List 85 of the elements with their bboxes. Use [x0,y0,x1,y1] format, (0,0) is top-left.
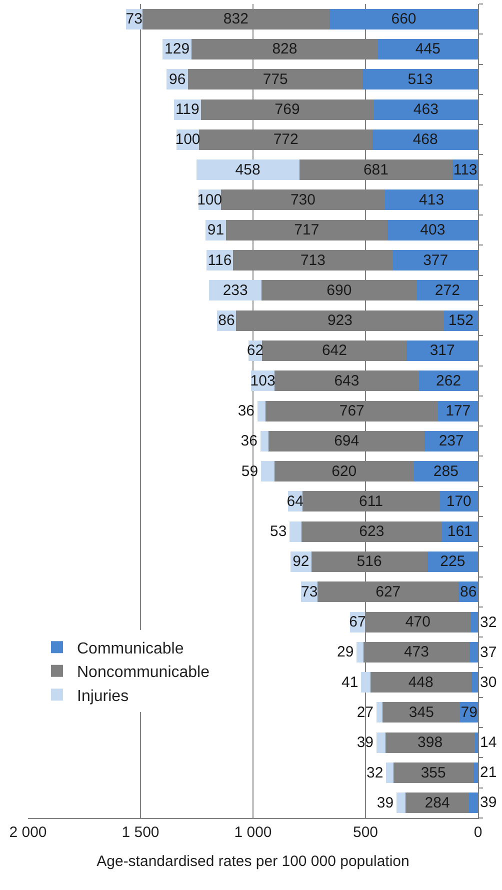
data-label: 713 [300,252,326,269]
data-label: 103 [250,372,276,390]
data-label: 161 [447,523,472,540]
data-label: 611 [359,492,383,510]
data-label: 73 [301,583,318,600]
data-label: 730 [290,191,316,208]
data-label: 513 [408,70,433,88]
x-tick-label: 1 500 [122,824,160,841]
data-label: 694 [334,432,360,450]
x-tick-label: 1 000 [234,824,272,841]
data-label: 690 [326,282,352,299]
data-label: 681 [363,161,388,178]
data-label: 284 [424,794,450,812]
data-label: 233 [222,282,248,299]
data-label: 377 [423,252,448,269]
data-label: 119 [175,101,200,118]
data-label: 67 [349,614,366,631]
data-label: 769 [274,101,300,118]
x-tick-label: 0 [474,824,482,841]
data-label: 14 [480,734,497,751]
data-label: 643 [334,372,360,390]
data-label: 767 [339,402,364,420]
legend-label: Injuries [77,688,129,705]
data-label: 92 [292,553,310,570]
x-tick-label: 500 [352,824,378,841]
data-label: 828 [272,40,298,58]
data-label: 86 [460,583,477,600]
data-label: 29 [337,644,354,661]
data-label: 62 [246,342,264,360]
data-label: 516 [356,553,382,570]
data-label: 225 [440,553,466,570]
legend-label: Communicable [77,640,184,658]
data-label: 96 [169,70,186,88]
data-label: 772 [273,131,298,148]
data-label: 64 [286,492,304,510]
data-label: 79 [460,704,478,721]
data-label: 285 [433,462,458,480]
data-label: 237 [438,432,464,450]
data-label: 113 [453,161,478,178]
data-label: 468 [412,131,438,148]
data-label: 923 [327,312,352,330]
data-label: 660 [391,10,416,28]
data-label: 129 [164,40,190,58]
data-label: 463 [413,101,438,118]
data-label: 403 [420,222,446,239]
data-label: 473 [404,644,429,661]
data-label: 272 [434,282,460,299]
data-label: 116 [208,252,232,269]
data-label: 32 [480,614,497,631]
data-label: 30 [480,674,497,691]
data-label: 170 [446,492,472,510]
data-label: 623 [359,523,384,540]
data-label: 39 [376,794,394,812]
data-label: 86 [218,312,235,330]
data-label: 345 [408,704,434,721]
data-label: 41 [342,674,358,691]
data-label: 355 [420,764,446,782]
x-axis-title: Age-standardised rates per 100 000 population [96,853,410,870]
data-label: 448 [408,674,434,691]
data-label: 413 [419,191,444,208]
data-label: 100 [197,191,222,208]
x-tick-label: 2 000 [9,824,47,841]
data-label: 32 [366,764,384,782]
data-label: 100 [175,131,200,148]
data-label: 177 [446,402,471,420]
data-label: 458 [235,161,260,178]
legend-label: Noncommunicable [77,664,210,682]
data-label: 262 [436,372,462,390]
data-label: 398 [418,734,443,752]
data-label: 642 [322,342,347,360]
data-label: 73 [126,10,142,28]
data-label: 620 [332,462,357,480]
data-label: 470 [405,614,430,631]
data-label: 317 [430,342,455,360]
data-label: 91 [207,222,224,239]
data-label: 21 [480,764,497,781]
data-label: 717 [294,222,320,239]
data-label: 775 [262,70,288,88]
data-label: 37 [480,644,497,661]
data-label: 53 [270,523,287,540]
data-label: 39 [480,794,497,811]
data-label: 627 [376,583,401,600]
data-label: 152 [448,312,474,330]
data-label: 832 [223,10,248,28]
data-label: 445 [415,40,440,58]
